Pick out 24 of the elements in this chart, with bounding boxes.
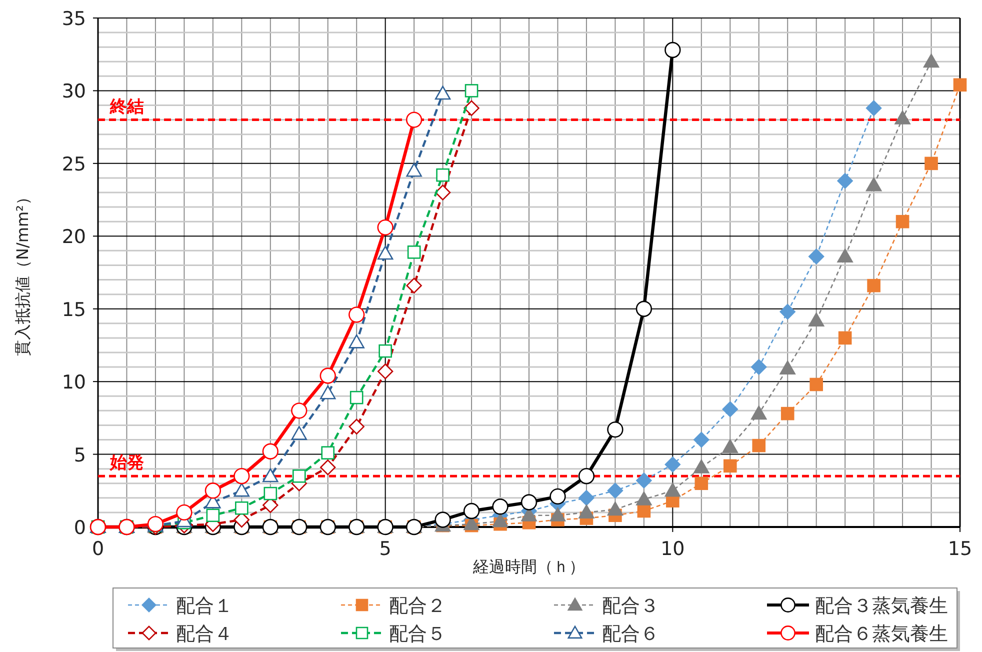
legend-label: 配合２: [389, 595, 446, 617]
ref-line-label: 終結: [109, 96, 144, 117]
y-tick-label: 5: [74, 444, 86, 466]
y-tick-label: 15: [62, 298, 86, 321]
x-tick-label: 10: [660, 538, 685, 560]
legend-label: 配合４: [176, 623, 233, 645]
y-tick-label: 35: [62, 8, 86, 30]
ref-line-label: 始発: [109, 453, 144, 474]
x-tick-label: 5: [379, 538, 392, 560]
x-tick-label: 0: [92, 538, 104, 560]
x-axis-title: 経過時間（ｈ）: [472, 557, 585, 576]
y-tick-label: 0: [74, 517, 86, 539]
y-tick-label: 10: [62, 372, 86, 394]
x-tick-label: 15: [948, 538, 972, 560]
legend-label: 配合６: [602, 623, 659, 645]
legend-label: 配合５: [389, 623, 446, 645]
legend-label: 配合３蒸気養生: [815, 595, 948, 617]
y-tick-label: 30: [62, 80, 86, 103]
y-tick-label: 20: [62, 226, 86, 248]
y-tick-label: 25: [62, 153, 86, 176]
legend-label: 配合３: [602, 595, 659, 617]
y-axis-title: 貫入抵抗値（N/mm²）: [13, 189, 32, 356]
legend-label: 配合１: [176, 595, 233, 617]
legend-label: 配合６蒸気養生: [815, 623, 948, 645]
